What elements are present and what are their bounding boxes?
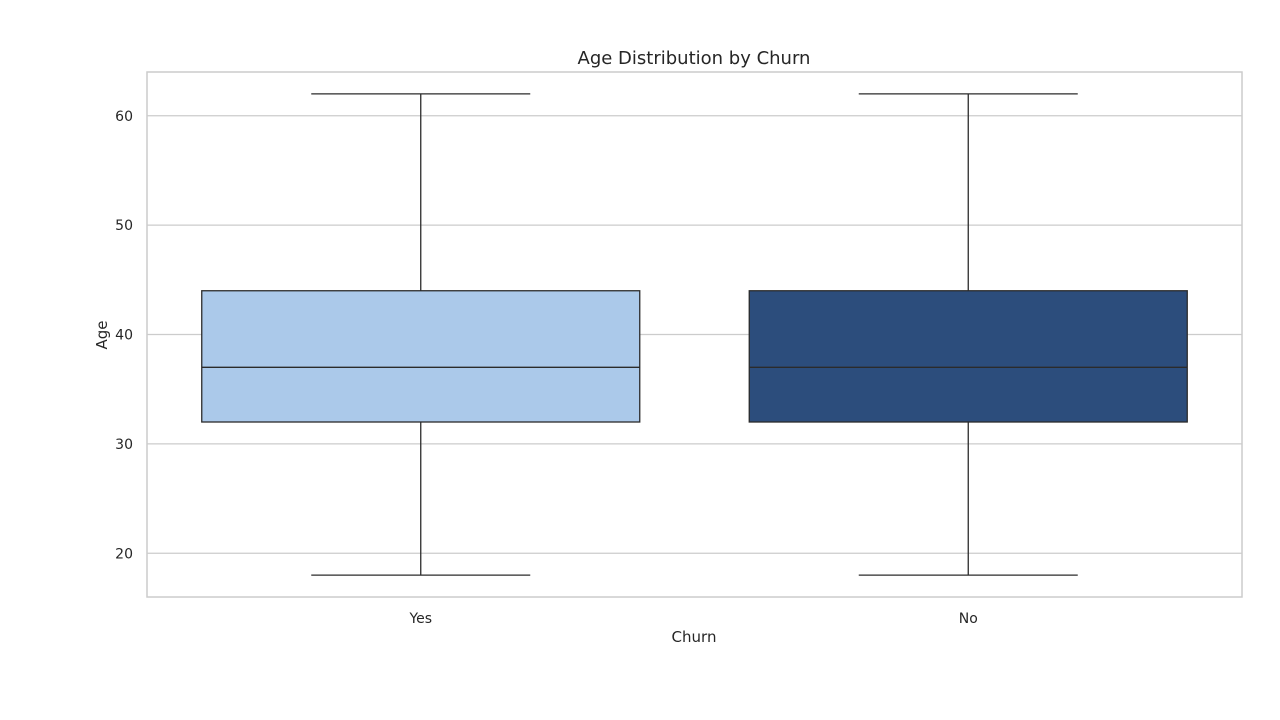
y-tick-label: 30 [115, 437, 133, 453]
iqr-box [748, 290, 1188, 423]
y-tick-label: 20 [115, 546, 133, 562]
iqr-box [201, 290, 641, 423]
box-yes [201, 93, 641, 576]
x-tick-label: No [959, 611, 978, 627]
y-axis-label: Age [93, 320, 111, 349]
chart-title: Age Distribution by Churn [578, 48, 811, 69]
x-axis-label: Churn [672, 628, 717, 646]
y-tick-label: 60 [115, 109, 133, 125]
y-tick-labels: 20 30 40 50 60 [115, 109, 133, 563]
y-tick-label: 50 [115, 218, 133, 234]
y-tick-label: 40 [115, 328, 133, 344]
box-layer [201, 93, 1188, 576]
x-tick-label: Yes [408, 611, 432, 627]
plot-frame [146, 71, 1243, 598]
box-no [748, 93, 1188, 576]
x-tick-labels: Yes No [408, 611, 977, 627]
